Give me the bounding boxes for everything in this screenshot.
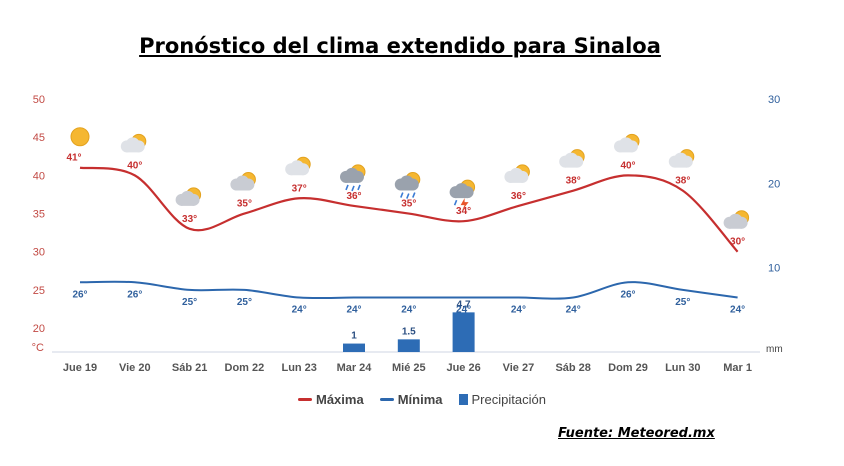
legend-item-min[interactable]: Mínima	[379, 392, 443, 407]
y-right-unit-label: mm	[766, 344, 783, 355]
x-tick-label: Jue 19	[63, 362, 97, 374]
legend-swatch-max	[298, 398, 312, 401]
sun-cloud-icon	[285, 156, 311, 176]
x-tick-label: Mié 25	[392, 362, 426, 374]
min-data-label: 24°	[292, 305, 307, 316]
min-data-label: 25°	[182, 297, 197, 308]
x-tick-label: Dom 29	[608, 362, 648, 374]
chart-title: Pronóstico del clima extendido para Sina…	[139, 34, 661, 58]
x-tick-label: Lun 30	[665, 362, 700, 374]
y-right-tick-label: 30	[768, 94, 780, 106]
y-left-tick-label: 25	[33, 285, 45, 297]
legend-label-max: Máxima	[316, 392, 364, 407]
x-tick-label: Dom 22	[225, 362, 265, 374]
y-left-tick-label: 40	[33, 170, 45, 182]
sun-cloud-icon	[504, 164, 530, 183]
max-data-label: 38°	[566, 176, 581, 187]
y-right-tick-label: 10	[768, 263, 780, 275]
y-left-unit-label: °C	[32, 342, 44, 354]
y-left-tick-label: 30	[33, 247, 45, 259]
max-data-label: 30°	[730, 237, 745, 248]
min-data-label: 24°	[566, 305, 581, 316]
min-data-label: 24°	[401, 305, 416, 316]
min-data-label: 24°	[511, 305, 526, 316]
partly-cloudy-icon	[175, 187, 202, 206]
max-data-label: 38°	[675, 176, 690, 187]
legend-item-precip[interactable]: Precipitación	[458, 392, 546, 407]
sun-cloud-icon	[614, 133, 640, 153]
max-data-label: 35°	[237, 199, 252, 210]
precip-data-label: 4.7	[457, 299, 471, 310]
sun-cloud-icon	[668, 149, 695, 168]
legend-swatch-min	[379, 398, 394, 401]
max-data-label: 36°	[346, 191, 361, 202]
partly-cloudy-icon	[230, 172, 256, 191]
series-line-min	[79, 280, 738, 300]
x-tick-label: Jue 26	[446, 362, 480, 374]
max-data-label: 36°	[511, 191, 526, 202]
y-left-tick-label: 35	[33, 209, 45, 221]
sun-cloud-icon	[559, 149, 585, 168]
min-data-label: 26°	[127, 289, 142, 300]
x-tick-label: Mar 1	[723, 362, 752, 374]
min-data-label: 24°	[346, 305, 361, 316]
y-left-tick-label: 20	[33, 323, 45, 335]
y-left-tick-label: 50	[33, 94, 45, 106]
precip-data-label: 1	[351, 331, 357, 342]
max-data-label: 41°	[66, 153, 81, 164]
max-data-label: 40°	[620, 160, 635, 171]
chart-legend: Máxima Mínima Precipitación	[298, 392, 546, 407]
x-tick-label: Vie 20	[119, 362, 151, 374]
precip-bar[interactable]	[452, 312, 475, 352]
precip-data-label: 1.5	[402, 326, 416, 337]
y-right-tick-label: 20	[768, 178, 780, 190]
min-data-label: 26°	[72, 289, 87, 300]
min-data-label: 24°	[730, 305, 745, 316]
x-tick-label: Mar 24	[337, 362, 373, 374]
min-data-label: 26°	[620, 289, 635, 300]
partly-cloudy-icon	[723, 210, 750, 229]
x-tick-label: Sáb 28	[555, 362, 590, 374]
min-data-label: 25°	[675, 297, 690, 308]
precip-bar[interactable]	[397, 339, 420, 352]
precip-bar[interactable]	[343, 343, 365, 352]
rain-icon	[340, 164, 366, 192]
sun-icon	[70, 127, 90, 147]
storm-icon	[449, 179, 476, 212]
legend-item-max[interactable]: Máxima	[298, 392, 364, 407]
max-data-label: 37°	[292, 183, 307, 194]
min-data-label: 24°	[456, 305, 471, 316]
sun-cloud-icon	[120, 133, 147, 153]
y-left-tick-label: 45	[33, 132, 45, 144]
max-data-label: 33°	[182, 214, 197, 225]
max-data-label: 40°	[127, 160, 142, 171]
max-data-label: 35°	[401, 199, 416, 210]
legend-swatch-precip	[458, 394, 468, 405]
source-note: Fuente: Meteored.mx	[558, 426, 715, 441]
min-data-label: 25°	[237, 297, 252, 308]
x-tick-label: Lun 23	[281, 362, 316, 374]
x-tick-label: Vie 27	[503, 362, 535, 374]
max-data-label: 34°	[456, 206, 471, 217]
rain-icon	[394, 172, 421, 199]
legend-label-precip: Precipitación	[471, 392, 546, 407]
legend-label-min: Mínima	[397, 392, 443, 407]
series-line-max	[79, 166, 739, 253]
x-tick-label: Sáb 21	[172, 362, 207, 374]
